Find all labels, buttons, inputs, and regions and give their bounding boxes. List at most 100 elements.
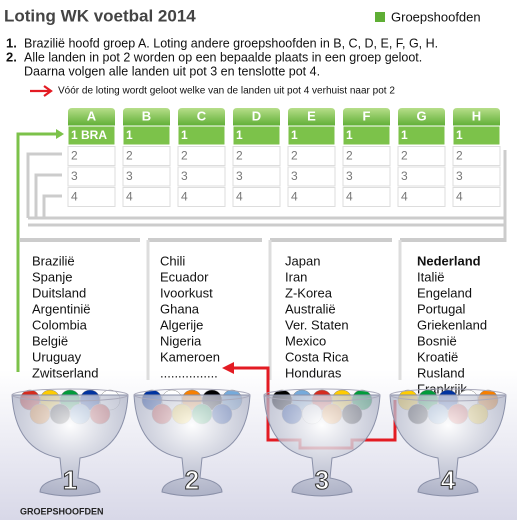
country: Honduras: [285, 365, 342, 380]
slot-label: 4: [236, 190, 243, 204]
slot-label: 4: [181, 190, 188, 204]
item-text: Daarna volgen alle landen uit pot 3 en t…: [24, 64, 320, 78]
country: Nigeria: [160, 333, 202, 348]
groups-table: A1 BRA234B1234C1234D1234E1234F1234G1234H…: [67, 108, 501, 207]
slot: [287, 187, 336, 207]
slot: [67, 166, 116, 187]
slot-label: 1 BRA: [71, 128, 107, 142]
group-tab: [233, 108, 280, 126]
bowl-rim: [11, 388, 129, 402]
title: Loting WK voetbal 2014: [4, 6, 196, 25]
country: Engeland: [417, 285, 472, 300]
country: Argentinië: [32, 301, 91, 316]
country: Italië: [417, 269, 444, 284]
group-tab: [68, 108, 115, 126]
group-letter: A: [87, 108, 97, 123]
slot-label: 3: [346, 169, 353, 183]
slot: [177, 166, 226, 187]
country: Spanje: [32, 269, 72, 284]
country: Japan: [285, 253, 320, 268]
slot: [67, 146, 116, 166]
slot: [232, 166, 281, 187]
slot: [397, 146, 446, 166]
slot: [232, 125, 281, 146]
slot-label: 2: [181, 149, 188, 163]
slot: [122, 146, 171, 166]
slot: [177, 146, 226, 166]
slot: [342, 125, 391, 146]
group-tab: [123, 108, 170, 126]
country: Ver. Staten: [285, 317, 349, 332]
slot: [177, 125, 226, 146]
slot-label: 3: [71, 169, 78, 183]
item-text: Brazilië hoofd groep A. Loting andere gr…: [24, 36, 438, 50]
slot-label: 1: [401, 128, 408, 142]
slot-label: 1: [126, 128, 133, 142]
pot-number: 3: [315, 465, 329, 495]
slot: [287, 166, 336, 187]
group-tab: [343, 108, 390, 126]
green-connector: [16, 132, 62, 372]
slot: [287, 125, 336, 146]
country: Uruguay: [32, 349, 82, 364]
slot-label: 3: [401, 169, 408, 183]
slot-label: 3: [456, 169, 463, 183]
slot-label: 4: [456, 190, 463, 204]
slot-label: 3: [236, 169, 243, 183]
bowl-rim: [133, 388, 251, 402]
slot-label: 4: [71, 190, 78, 204]
country: Kroatië: [417, 349, 458, 364]
slot-label: 2: [291, 149, 298, 163]
group-tab: [398, 108, 445, 126]
slot: [452, 125, 501, 146]
pot-number: 1: [63, 465, 77, 495]
slot-label: 3: [291, 169, 298, 183]
group-tab: [288, 108, 335, 126]
footer: GROEPSHOOFDEN: [20, 506, 104, 516]
slot-label: 1: [291, 128, 298, 142]
slot: [232, 187, 281, 207]
arrowhead: [222, 362, 234, 374]
group-letter: G: [416, 108, 426, 123]
slot-label: 4: [346, 190, 353, 204]
item-number: 1.: [6, 35, 17, 50]
country: Rusland: [417, 365, 465, 380]
item-text: Alle landen in pot 2 worden op een bepaa…: [24, 50, 422, 64]
slot: [232, 146, 281, 166]
group-letter: C: [197, 108, 207, 123]
group-letter: F: [363, 108, 371, 123]
group-letter: D: [252, 108, 261, 123]
slot-label: 4: [401, 190, 408, 204]
arrowhead: [56, 129, 64, 139]
slot: [122, 187, 171, 207]
pot-number: 4: [441, 465, 456, 495]
item-number: 2.: [6, 49, 17, 64]
instructions: 1. Brazilië hoofd groep A. Loting andere …: [6, 35, 438, 78]
slot: [397, 166, 446, 187]
group-tab: [453, 108, 500, 126]
bowl: [389, 394, 507, 497]
slot: [67, 187, 116, 207]
slot: [287, 146, 336, 166]
slot: [67, 125, 116, 146]
country: Duitsland: [32, 285, 86, 300]
country: Ecuador: [160, 269, 209, 284]
slot: [122, 166, 171, 187]
group-letter: B: [142, 108, 151, 123]
group-tab: [178, 108, 225, 126]
group-letter: H: [472, 108, 481, 123]
country: Zwitserland: [32, 365, 98, 380]
country: Ivoorkust: [160, 285, 213, 300]
country: Kameroen: [160, 349, 220, 364]
legend: Groepshoofden: [391, 9, 481, 24]
slot-label: 2: [126, 149, 133, 163]
country: Colombia: [32, 317, 88, 332]
slot-label: 1: [181, 128, 188, 142]
red-arrow: [30, 85, 53, 97]
slot-label: 2: [71, 149, 78, 163]
legend-swatch: [375, 12, 385, 22]
bowl: [133, 394, 251, 497]
country: Algerije: [160, 317, 203, 332]
slot: [342, 166, 391, 187]
